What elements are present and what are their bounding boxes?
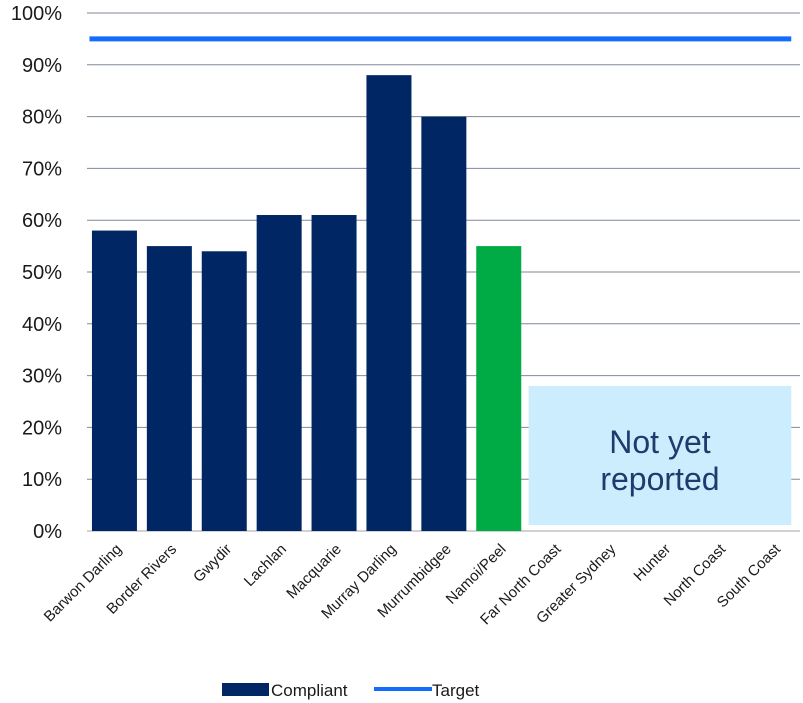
- y-tick-label: 50%: [22, 262, 62, 284]
- y-tick-label: 0%: [33, 521, 62, 543]
- x-tick-label: Lachlan: [241, 541, 290, 590]
- y-tick-label: 100%: [11, 3, 62, 25]
- legend-label-target: Target: [432, 681, 480, 700]
- bar-murrumbidgee: [421, 116, 467, 531]
- annotation-box: [528, 385, 792, 525]
- legend: Compliant Target: [222, 681, 480, 700]
- bar-gwydir: [201, 251, 247, 531]
- not-yet-reported-annotation: Not yet reported: [528, 385, 792, 525]
- bar-macquarie: [311, 215, 357, 531]
- y-tick-label: 60%: [22, 210, 62, 232]
- y-tick-label: 90%: [22, 55, 62, 77]
- legend-label-compliant: Compliant: [271, 681, 348, 700]
- y-tick-label: 40%: [22, 314, 62, 336]
- y-tick-label: 30%: [22, 366, 62, 388]
- bar-lachlan: [256, 215, 302, 531]
- y-tick-label: 20%: [22, 417, 62, 439]
- y-tick-label: 80%: [22, 107, 62, 129]
- bar-barwon-darling: [91, 230, 137, 531]
- legend-swatch-compliant: [222, 683, 269, 696]
- x-tick-label: Hunter: [630, 541, 674, 585]
- y-axis-tick-labels: 0% 10% 20% 30% 40% 50% 60% 70% 80% 90% 100%: [11, 3, 62, 543]
- y-tick-label: 70%: [22, 158, 62, 180]
- bar-murray-darling: [366, 75, 412, 531]
- x-tick-label: Gwydir: [190, 541, 235, 586]
- y-tick-label: 10%: [22, 469, 62, 491]
- bar-namoi-peel: [476, 246, 522, 531]
- bar-border-rivers: [146, 246, 192, 531]
- bars: [91, 75, 522, 531]
- annotation-text-line-1: Not yet: [609, 424, 710, 460]
- annotation-text-line-2: reported: [600, 461, 719, 497]
